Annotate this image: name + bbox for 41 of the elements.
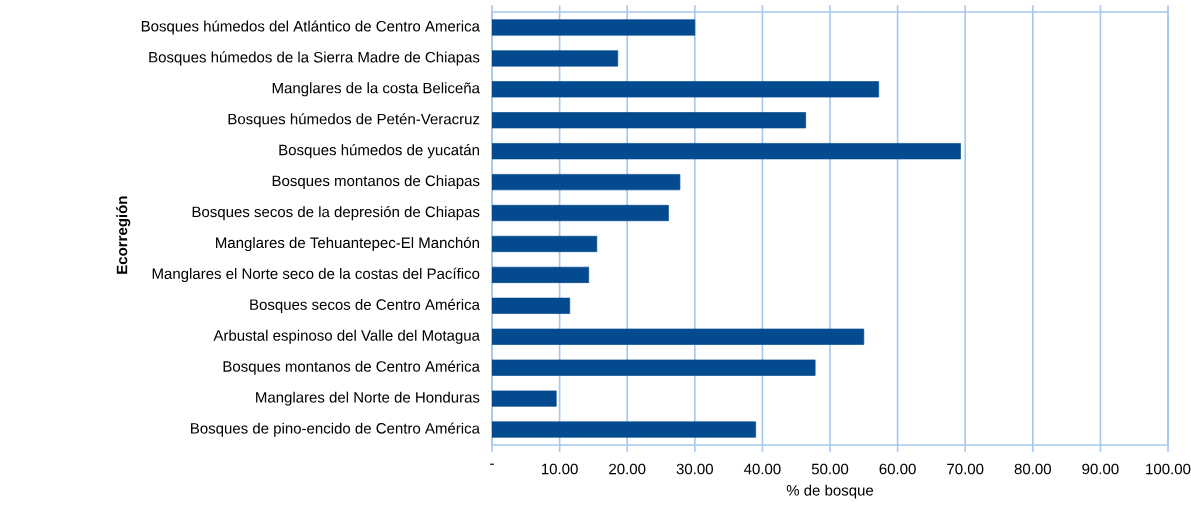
y-tick-label: Manglares el Norte seco de la costas del Pacífico — [152, 267, 480, 282]
y-tick-label: Bosques secos de Centro América — [250, 298, 480, 313]
y-tick-label: Manglares de la costa Beliceña — [272, 82, 480, 97]
x-tick-label: 90.00 — [1082, 463, 1119, 475]
y-tick-label: Bosques húmedos de la Sierra Madre de Chiapas — [149, 51, 480, 66]
bar — [492, 328, 865, 345]
bar — [492, 19, 696, 36]
x-tick-label: 30.00 — [676, 463, 713, 475]
x-tick-label: - — [490, 463, 494, 465]
bar — [492, 112, 806, 129]
x-tick-label: 50.00 — [811, 463, 849, 475]
bar — [492, 235, 598, 253]
x-tick-label: 80.00 — [1014, 463, 1051, 475]
y-tick-label: Bosques húmedos de Petén-Veracruz — [228, 113, 480, 128]
x-tick-label: 100.00 — [1146, 463, 1191, 475]
y-tick-label: Bosques de pino-encido de Centro América — [191, 422, 480, 437]
bar — [492, 50, 619, 67]
bar — [492, 390, 557, 407]
bar — [492, 204, 669, 222]
x-tick-label: 60.00 — [879, 463, 916, 475]
x-tick-label: 70.00 — [947, 463, 984, 475]
bar — [492, 143, 961, 160]
y-axis-title: Ecorregión — [116, 196, 131, 274]
y-tick-label: Bosques húmedos de yucatán — [279, 144, 479, 159]
bar — [492, 81, 880, 98]
x-tick-label: 10.00 — [541, 463, 578, 475]
bar — [492, 421, 756, 438]
bar — [492, 174, 681, 191]
y-tick-label: Bosques secos de la depresión de Chiapas — [192, 205, 480, 221]
y-tick-label: Manglares de Tehuantepec-El Manchón — [216, 236, 479, 252]
y-tick-label: Bosques montanos de Centro América — [223, 360, 480, 375]
y-tick-label: Arbustal espinoso del Valle del Motagua — [213, 329, 480, 344]
x-tick-label: 20.00 — [609, 463, 646, 475]
bar — [492, 266, 589, 283]
y-tick-label: Bosques montanos de Chiapas — [272, 175, 480, 190]
bar — [492, 359, 816, 376]
x-tick-label: 40.00 — [743, 463, 781, 475]
x-axis-title: % de bosque — [786, 484, 874, 499]
bar — [492, 297, 571, 314]
y-tick-label: Bosques húmedos del Atlántico de Centro America — [141, 20, 480, 35]
y-tick-label: Manglares del Norte de Honduras — [256, 391, 480, 406]
